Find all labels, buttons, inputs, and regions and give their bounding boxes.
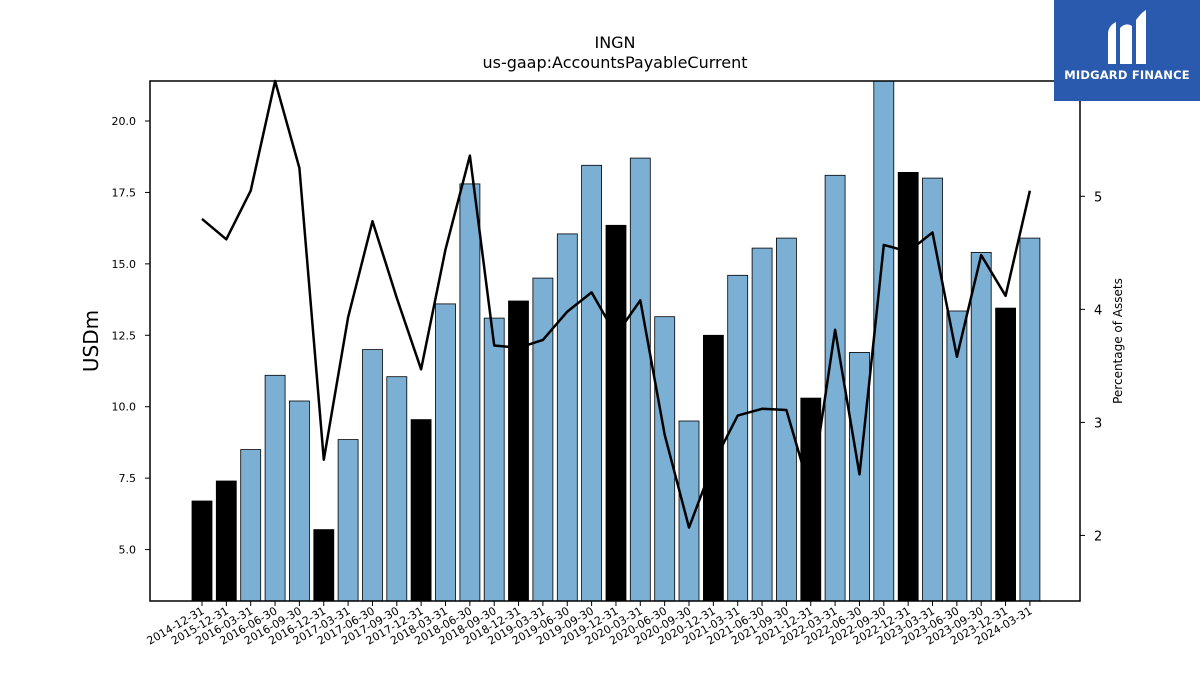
bar-2024-03-31	[1019, 237, 1041, 602]
y-tick-label: 15.0	[112, 258, 137, 271]
bar-2016-06-30	[264, 374, 286, 602]
bar-2021-06-30	[751, 247, 773, 602]
bar-2019-09-30	[581, 164, 602, 602]
y2-tick-label: 2	[1094, 529, 1102, 544]
y-tick-label: 7.5	[119, 472, 137, 485]
bar-2021-12-31	[800, 397, 822, 602]
brand-logo: MIDGARD FINANCE	[1054, 0, 1200, 101]
chart-subtitle: us-gaap:AccountsPayableCurrent	[482, 53, 747, 72]
bar-2017-12-31	[410, 419, 432, 602]
bar-2016-09-30	[288, 400, 310, 602]
bar-2021-09-30	[776, 237, 797, 602]
bar-2019-06-30	[556, 233, 578, 602]
bar-2018-03-31	[435, 303, 456, 602]
y-tick-label: 17.5	[112, 186, 137, 199]
chart-title: INGN	[594, 33, 635, 52]
y-tick-label: 10.0	[112, 401, 137, 414]
logo-mark-icon	[1108, 10, 1146, 64]
bar-2023-12-31	[995, 307, 1016, 602]
bar-2021-03-31	[727, 274, 749, 602]
bar-2020-03-31	[629, 157, 651, 602]
x-axis-ticks: 2014-12-312015-12-312016-03-312016-06-30…	[145, 601, 1034, 648]
y-axis-label: USDm	[79, 310, 103, 372]
bar-2019-03-31	[532, 277, 554, 602]
bar-2017-06-30	[362, 349, 383, 602]
bar-2015-12-31	[215, 480, 237, 602]
bar-2020-12-31	[703, 334, 724, 602]
bar-2016-03-31	[240, 449, 262, 602]
bar-2016-12-31	[313, 529, 335, 602]
left-axis-ticks: 5.0 7.5 10.0 12.5 15.0 17.5 20.0	[112, 115, 150, 557]
bar-2019-12-31	[605, 224, 627, 602]
y2-tick-label: 5	[1094, 190, 1102, 205]
plot-frame	[149, 80, 1081, 602]
bar-2022-12-31	[897, 171, 919, 602]
bar-2022-09-30	[873, 80, 895, 602]
bar-2023-03-31	[922, 177, 943, 602]
bar-2022-06-30	[849, 351, 870, 602]
bar-2018-06-30	[459, 183, 481, 602]
right-axis-ticks: 2 3 4 5	[1080, 190, 1102, 544]
bar-2017-09-30	[386, 376, 408, 602]
bar-2022-03-31	[824, 174, 846, 602]
y2-tick-label: 4	[1094, 303, 1102, 318]
y-tick-label: 12.5	[112, 329, 137, 342]
y2-axis-label: Percentage of Assets	[1111, 278, 1125, 404]
percentage-line	[201, 79, 1032, 529]
y2-tick-label: 3	[1094, 416, 1102, 431]
line-group	[201, 79, 1032, 529]
y-tick-label: 5.0	[119, 544, 137, 557]
bar-2023-09-30	[970, 251, 992, 602]
logo-text: MIDGARD FINANCE	[1064, 68, 1190, 82]
bar-2014-12-31	[191, 500, 213, 602]
bars-group	[191, 80, 1041, 602]
bar-2017-03-31	[337, 439, 359, 602]
bar-2018-09-30	[483, 317, 505, 602]
y-tick-label: 20.0	[112, 115, 137, 128]
